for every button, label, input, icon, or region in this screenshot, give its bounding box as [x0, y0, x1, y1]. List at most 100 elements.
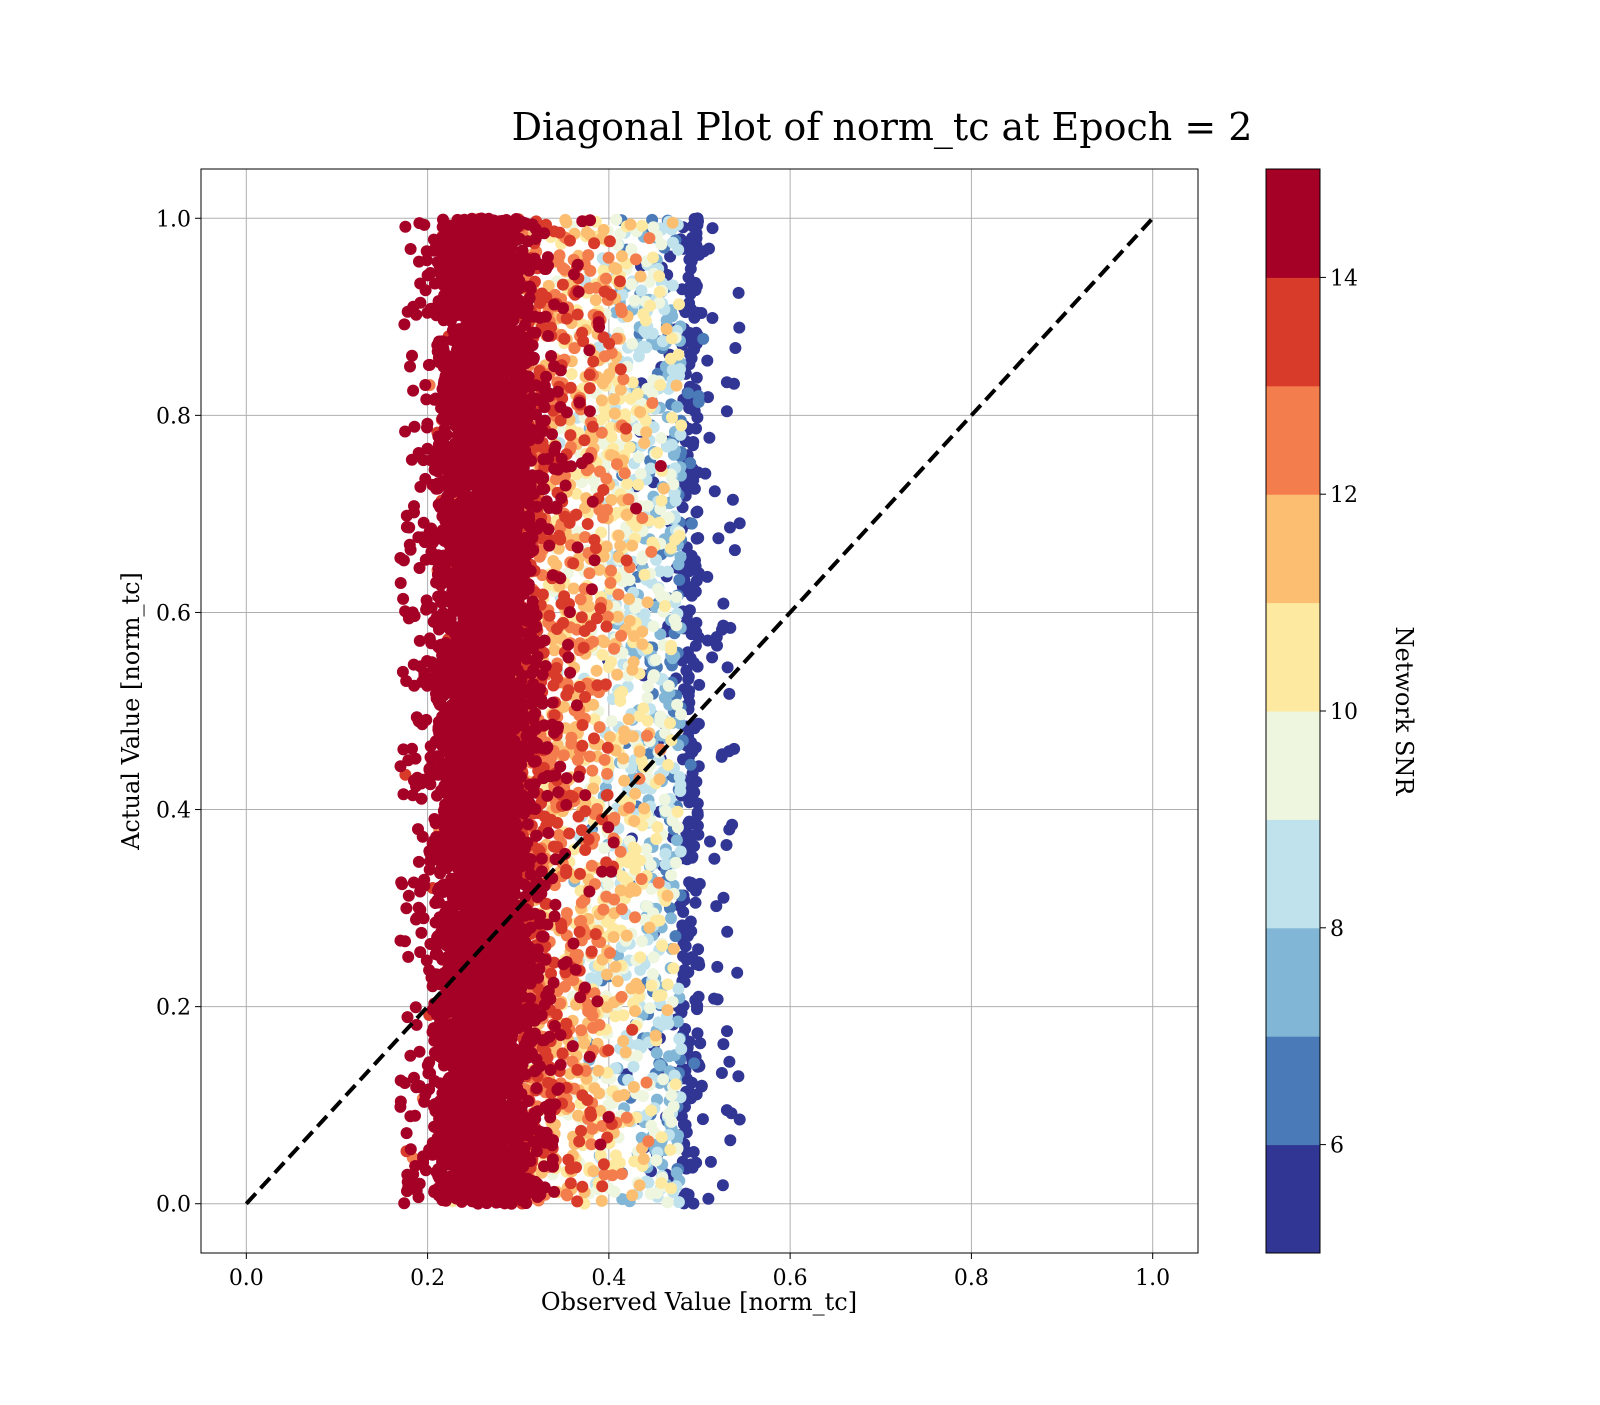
scatter-point	[621, 478, 633, 490]
scatter-point	[665, 640, 677, 652]
scatter-point	[644, 922, 656, 934]
scatter-point	[599, 754, 611, 766]
scatter-point	[690, 897, 702, 909]
scatter-point	[584, 751, 596, 763]
scatter-point	[600, 473, 612, 485]
scatter-point	[610, 214, 622, 226]
scatter-point	[608, 931, 620, 943]
scatter-point	[579, 844, 591, 856]
scatter-point	[562, 651, 574, 663]
scatter-point	[596, 1195, 608, 1207]
scatter-point	[566, 368, 578, 380]
scatter-point	[634, 1179, 646, 1191]
scatter-point	[670, 930, 682, 942]
scatter-point	[547, 697, 559, 709]
scatter-point	[669, 534, 681, 546]
scatter-point	[650, 654, 662, 666]
scatter-point	[560, 1018, 572, 1030]
scatter-point	[651, 447, 663, 459]
scatter-point	[413, 902, 425, 914]
scatter-point	[565, 1163, 577, 1175]
scatter-point	[636, 220, 648, 232]
scatter-point	[585, 620, 597, 632]
scatter-point	[551, 662, 563, 674]
scatter-point	[557, 279, 569, 291]
scatter-point	[608, 837, 620, 849]
scatter-point	[656, 940, 668, 952]
scatter-point	[659, 794, 671, 806]
scatter-point	[641, 327, 653, 339]
scatter-point	[711, 961, 723, 973]
scatter-point	[616, 306, 628, 318]
scatter-point	[647, 620, 659, 632]
scatter-point	[650, 1154, 662, 1166]
scatter-point	[671, 380, 683, 392]
scatter-point	[573, 1136, 585, 1148]
scatter-point	[717, 598, 729, 610]
scatter-point	[636, 873, 648, 885]
scatter-point	[617, 1035, 629, 1047]
scatter-point	[584, 405, 596, 417]
scatter-point	[620, 1046, 632, 1058]
scatter-point	[567, 557, 579, 569]
scatter-point	[706, 312, 718, 324]
scatter-point	[586, 765, 598, 777]
scatter-point	[629, 295, 641, 307]
scatter-point	[642, 681, 654, 693]
scatter-point	[656, 1131, 668, 1143]
scatter-point	[574, 681, 586, 693]
scatter-point	[556, 922, 568, 934]
scatter-point	[634, 406, 646, 418]
scatter-point	[592, 1065, 604, 1077]
scatter-point	[643, 232, 655, 244]
scatter-point	[638, 437, 650, 449]
scatter-point	[576, 1181, 588, 1193]
scatter-point	[576, 611, 588, 623]
scatter-point	[657, 1073, 669, 1085]
scatter-point	[703, 432, 715, 444]
scatter-point	[731, 967, 743, 979]
scatter-point	[539, 811, 551, 823]
scatter-point	[608, 643, 620, 655]
scatter-point	[667, 962, 679, 974]
scatter-point	[647, 252, 659, 264]
scatter-point	[604, 731, 616, 743]
scatter-point	[639, 569, 651, 581]
scatter-point	[662, 978, 674, 990]
scatter-point	[419, 379, 431, 391]
scatter-point	[624, 441, 636, 453]
scatter-point	[691, 232, 703, 244]
scatter-point	[602, 1044, 614, 1056]
scatter-point	[564, 235, 576, 247]
scatter-point	[558, 749, 570, 761]
scatter-point	[665, 353, 677, 365]
scatter-point	[598, 1169, 610, 1181]
scatter-point	[712, 532, 724, 544]
scatter-point	[693, 991, 705, 1003]
scatter-point	[673, 558, 685, 570]
scatter-point	[672, 244, 684, 256]
scatter-point	[598, 1158, 610, 1170]
scatter-point	[619, 467, 631, 479]
scatter-point	[597, 904, 609, 916]
scatter-point	[691, 575, 703, 587]
scatter-point	[721, 839, 733, 851]
scatter-point	[560, 867, 572, 879]
scatter-point	[673, 298, 685, 310]
scatter-point	[668, 943, 680, 955]
scatter-point	[667, 217, 679, 229]
scatter-point	[587, 356, 599, 368]
scatter-point	[587, 421, 599, 433]
scatter-point	[623, 593, 635, 605]
scatter-point	[576, 1089, 588, 1101]
scatter-point	[563, 828, 575, 840]
scatter-point	[664, 717, 676, 729]
scatter-point	[637, 308, 649, 320]
scatter-point	[557, 302, 569, 314]
scatter-point	[636, 935, 648, 947]
scatter-point	[609, 408, 621, 420]
scatter-point	[636, 626, 648, 638]
scatter-point	[640, 843, 652, 855]
scatter-point	[605, 565, 617, 577]
scatter-point	[579, 805, 591, 817]
